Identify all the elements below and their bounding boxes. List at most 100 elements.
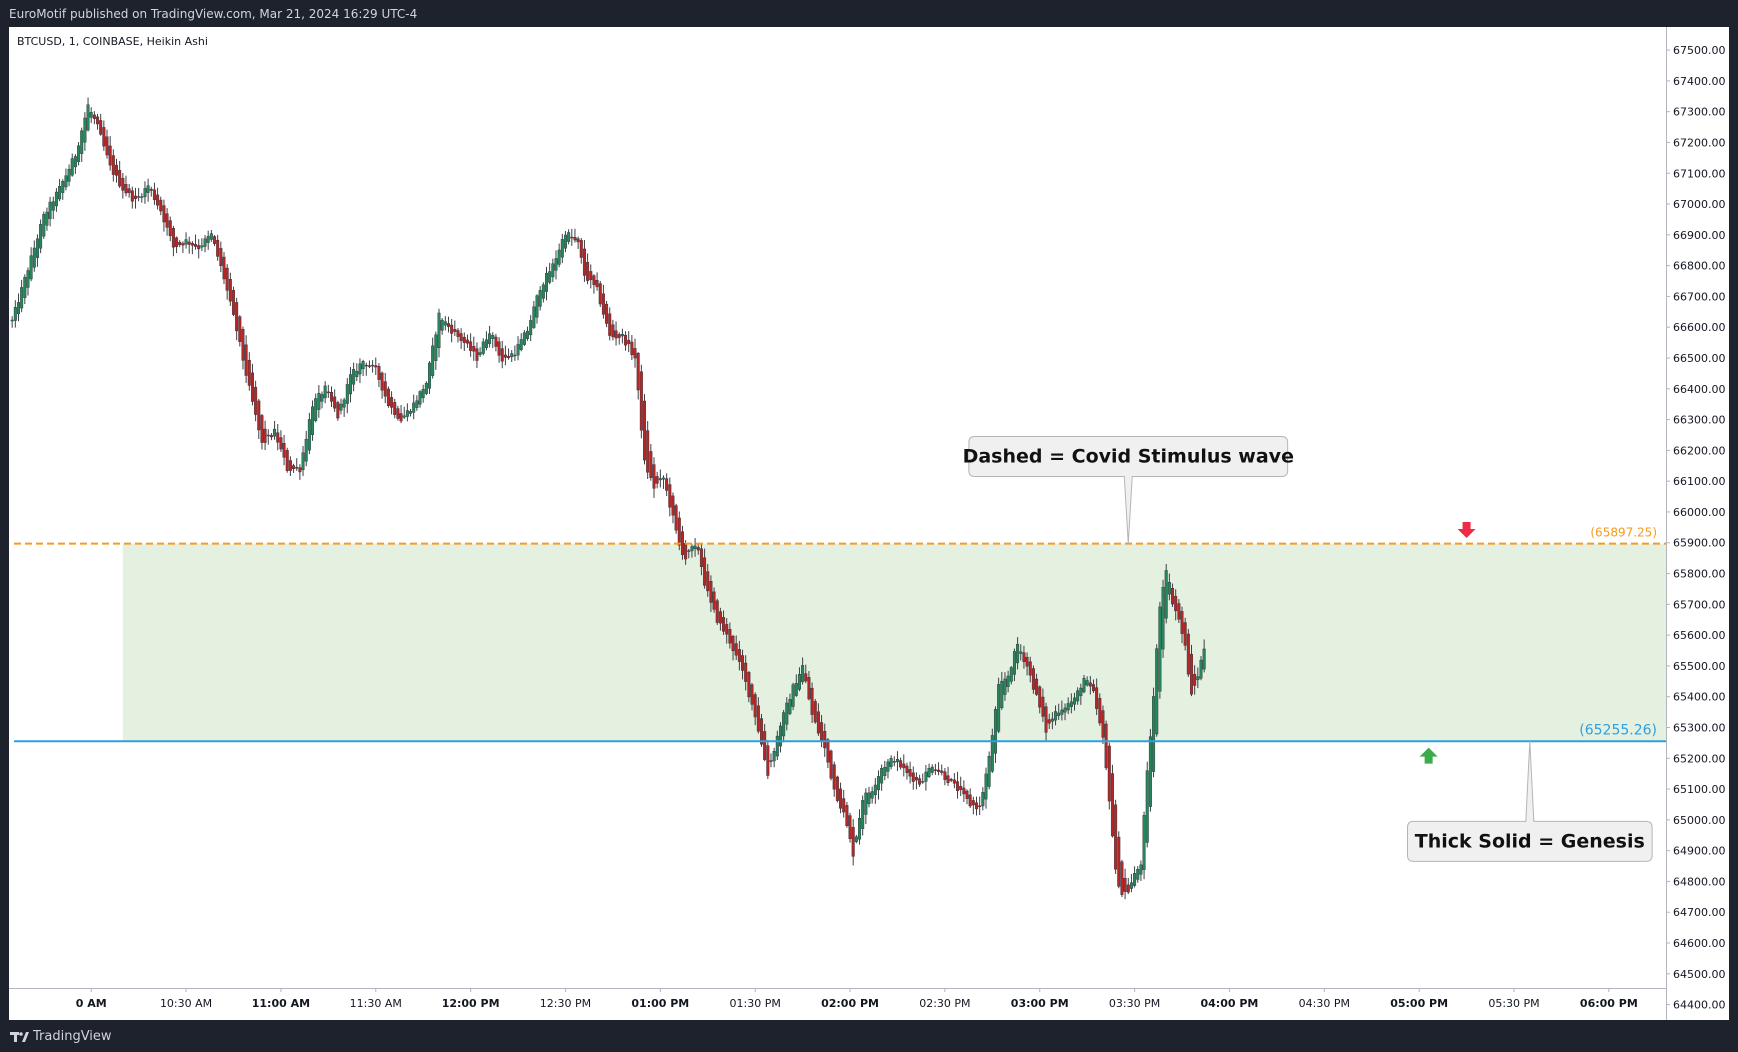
candle[interactable] (914, 772, 918, 790)
candle[interactable] (488, 325, 492, 348)
candle[interactable] (608, 307, 612, 341)
candle[interactable] (658, 469, 662, 488)
candle[interactable] (816, 703, 820, 736)
candle[interactable] (756, 697, 760, 734)
candle[interactable] (96, 113, 100, 130)
candle[interactable] (744, 655, 748, 691)
candle[interactable] (1177, 599, 1181, 624)
solid-callout[interactable]: Thick Solid = Genesis (1407, 741, 1653, 862)
candle[interactable] (826, 738, 830, 769)
candle[interactable] (348, 367, 352, 403)
candle[interactable] (785, 697, 789, 731)
candle[interactable] (627, 331, 631, 353)
candle[interactable] (450, 318, 454, 343)
candle[interactable] (551, 258, 555, 282)
candle[interactable] (231, 286, 235, 317)
candle[interactable] (225, 264, 229, 300)
candle[interactable] (750, 683, 754, 711)
candle[interactable] (545, 266, 549, 301)
candle[interactable] (35, 234, 39, 267)
candle[interactable] (317, 385, 321, 418)
levels-layer[interactable]: (65897.25) (65255.26) (14, 521, 1666, 764)
dashed-callout[interactable]: Dashed = Covid Stimulus wave (963, 436, 1294, 544)
candle[interactable] (563, 230, 567, 253)
candle[interactable] (968, 788, 972, 808)
annotations-layer[interactable]: Dashed = Covid Stimulus wave Thick Solid … (963, 436, 1653, 862)
candle[interactable] (61, 179, 65, 200)
candle[interactable] (118, 160, 122, 189)
candle[interactable] (601, 284, 605, 319)
candle[interactable] (747, 671, 751, 703)
candle[interactable] (965, 789, 969, 805)
candle[interactable] (579, 237, 583, 264)
candle[interactable] (168, 216, 172, 242)
candle[interactable] (924, 764, 928, 791)
candle[interactable] (86, 97, 90, 132)
candle[interactable] (902, 754, 906, 777)
candle[interactable] (1006, 670, 1010, 693)
candle[interactable] (108, 136, 112, 171)
candle[interactable] (219, 241, 223, 273)
candle[interactable] (1142, 811, 1146, 880)
candle[interactable] (586, 253, 590, 285)
candle[interactable] (734, 635, 738, 660)
candle[interactable] (861, 795, 865, 836)
candle[interactable] (1003, 672, 1007, 701)
candle[interactable] (807, 670, 811, 701)
candle[interactable] (503, 345, 507, 366)
candle[interactable] (699, 543, 703, 576)
candle[interactable] (741, 649, 745, 680)
candle[interactable] (1025, 652, 1029, 676)
candle[interactable] (478, 347, 482, 358)
candle[interactable] (70, 153, 74, 177)
candle[interactable] (273, 421, 277, 440)
candle[interactable] (1123, 868, 1127, 900)
candle[interactable] (352, 362, 356, 392)
candle[interactable] (1079, 683, 1083, 705)
candle[interactable] (652, 457, 656, 498)
candle[interactable] (918, 774, 922, 788)
candle[interactable] (620, 328, 624, 344)
candle[interactable] (687, 548, 691, 559)
candle[interactable] (573, 228, 577, 243)
candle[interactable] (1047, 713, 1051, 729)
candle[interactable] (377, 363, 381, 388)
candle[interactable] (1117, 831, 1121, 889)
candle[interactable] (10, 316, 14, 328)
candle[interactable] (788, 693, 792, 716)
candle[interactable] (424, 381, 428, 396)
candle[interactable] (646, 420, 650, 480)
candle[interactable] (1107, 742, 1111, 810)
candle[interactable] (737, 640, 741, 671)
candle[interactable] (987, 751, 991, 790)
candle[interactable] (993, 706, 997, 763)
candle[interactable] (971, 796, 975, 815)
candle[interactable] (54, 188, 58, 212)
candle[interactable] (333, 389, 337, 412)
candle[interactable] (949, 777, 953, 783)
candle[interactable] (171, 225, 175, 257)
candle[interactable] (636, 351, 640, 400)
candle[interactable] (276, 424, 280, 451)
candle[interactable] (175, 236, 179, 254)
candle[interactable] (1148, 728, 1152, 812)
candle[interactable] (775, 730, 779, 761)
candle[interactable] (671, 492, 675, 524)
candle[interactable] (1012, 648, 1016, 682)
candle[interactable] (598, 280, 602, 307)
candle[interactable] (892, 756, 896, 767)
candle[interactable] (557, 243, 561, 268)
candle[interactable] (380, 371, 384, 399)
candle[interactable] (801, 657, 805, 685)
candle[interactable] (491, 332, 495, 349)
chart-svg[interactable]: (65897.25) (65255.26) Dashed = Covid Stim… (9, 27, 1729, 1020)
candle[interactable] (997, 677, 1001, 734)
candle[interactable] (244, 335, 248, 383)
candle[interactable] (111, 149, 115, 182)
candle[interactable] (257, 398, 261, 440)
candle[interactable] (1136, 866, 1140, 883)
candle[interactable] (1076, 687, 1080, 705)
candle[interactable] (696, 543, 700, 555)
candle[interactable] (216, 234, 220, 261)
candle[interactable] (1161, 579, 1165, 658)
